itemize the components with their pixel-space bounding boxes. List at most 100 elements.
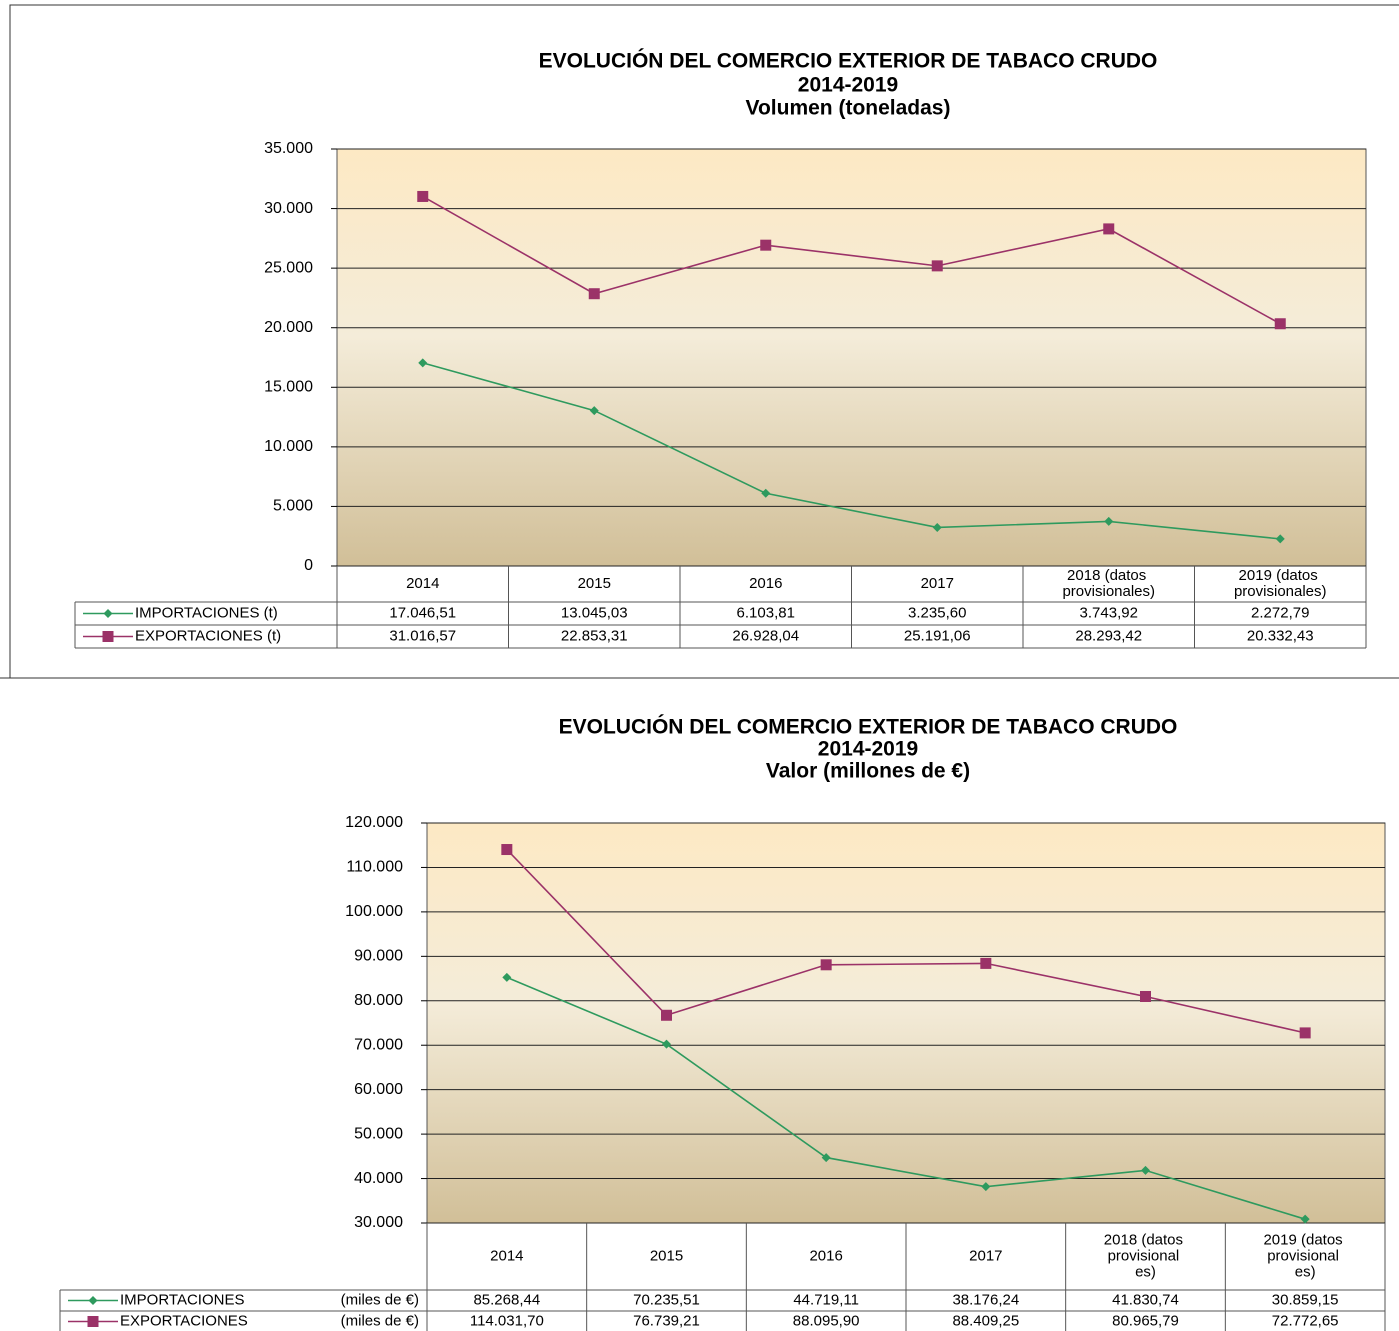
chart-subtitle: 2014-2019: [798, 74, 898, 97]
y-tick-label: 35.000: [264, 140, 313, 157]
point: [1275, 534, 1285, 544]
point: [981, 1182, 991, 1192]
data-label: 2.272,79: [1251, 604, 1309, 621]
x-tick-label: 2016: [749, 575, 782, 592]
x-tick-label: 2016: [809, 1247, 842, 1264]
x-tick-label: 2017: [969, 1247, 1002, 1264]
x-tick-label: 2017: [921, 575, 954, 592]
point: [1274, 318, 1286, 330]
x-tick-label: 2015: [650, 1247, 683, 1264]
data-label: 17.046,51: [389, 604, 456, 621]
x-tick-label: 2018 (datos provisional es): [1104, 1231, 1187, 1280]
point: [931, 260, 943, 272]
point: [662, 1039, 671, 1049]
point: [418, 358, 428, 368]
y-tick-label: 25.000: [264, 259, 313, 276]
data-label: 20.332,43: [1247, 627, 1314, 644]
y-tick-label: 0: [304, 557, 313, 574]
point: [980, 957, 992, 969]
point: [1141, 1165, 1150, 1175]
data-label: 3.235,60: [908, 604, 966, 621]
y-tick-label: 50.000: [354, 1125, 403, 1142]
point: [932, 522, 942, 532]
x-tick-label: 2018 (datos provisionales): [1062, 567, 1155, 600]
data-label: 41.830,74: [1112, 1291, 1179, 1308]
data-label: 28.293,42: [1075, 627, 1142, 644]
chart-title: EVOLUCIÓN DEL COMERCIO EXTERIOR DE TABAC…: [559, 715, 1178, 739]
y-tick-label: 30.000: [264, 200, 313, 217]
series-line: [506, 848, 1306, 1034]
legend-unit: (miles de €): [341, 1312, 419, 1329]
y-tick-label: 70.000: [354, 1036, 403, 1053]
point: [1103, 223, 1115, 235]
point: [589, 406, 599, 416]
data-label: 30.859,15: [1272, 1291, 1339, 1308]
point: [820, 959, 832, 971]
y-tick-label: 120.000: [345, 814, 403, 831]
data-label: 6.103,81: [737, 604, 795, 621]
x-tick-label: 2019 (datos provisionales): [1234, 567, 1327, 600]
x-tick-label: 2014: [490, 1247, 523, 1264]
data-label: 13.045,03: [561, 604, 628, 621]
data-label: 76.739,21: [633, 1312, 700, 1329]
point: [761, 488, 771, 498]
series-line: [506, 976, 1306, 1220]
point: [1300, 1214, 1310, 1224]
x-tick-label: 2019 (datos provisional es): [1263, 1231, 1346, 1280]
point: [417, 190, 429, 202]
plot-area: [336, 148, 1367, 567]
x-tick-label: 2015: [578, 575, 611, 592]
y-tick-label: 5.000: [273, 498, 313, 515]
chart-ylabel: Volumen (toneladas): [746, 97, 951, 120]
point: [1140, 990, 1151, 1002]
point: [588, 288, 600, 300]
data-label: 70.235,51: [633, 1291, 700, 1308]
y-tick-label: 20.000: [264, 319, 313, 336]
legend-marker: [88, 1296, 98, 1305]
series-line: [422, 362, 1281, 540]
data-label: 88.095,90: [793, 1312, 860, 1329]
y-tick-label: 90.000: [354, 948, 403, 965]
y-tick-label: 110.000: [346, 859, 403, 876]
chart-title: EVOLUCIÓN DEL COMERCIO EXTERIOR DE TABAC…: [539, 49, 1158, 73]
chart-ylabel: Valor (millones de €): [766, 760, 970, 783]
data-label: 22.853,31: [561, 627, 628, 644]
data-label: 31.016,57: [389, 627, 456, 644]
y-tick-label: 10.000: [264, 438, 313, 455]
plot-area: [426, 822, 1386, 1224]
point: [760, 239, 772, 251]
legend-marker: [87, 1316, 99, 1327]
legend-label: EXPORTACIONES: [120, 1312, 248, 1329]
point: [501, 844, 513, 856]
point: [1104, 516, 1114, 526]
data-label: 88.409,25: [952, 1312, 1019, 1329]
y-tick-label: 15.000: [264, 379, 313, 396]
x-tick-label: 2014: [406, 575, 439, 592]
chart-subtitle: 2014-2019: [818, 738, 918, 761]
data-label: 38.176,24: [952, 1291, 1019, 1308]
data-label: 44.719,11: [793, 1291, 859, 1308]
legend-marker: [102, 631, 114, 642]
series-line: [422, 195, 1281, 325]
data-label: 26.928,04: [732, 627, 799, 644]
data-label: 114.031,70: [470, 1312, 544, 1329]
y-tick-label: 60.000: [354, 1081, 403, 1098]
data-label: 3.743,92: [1080, 604, 1138, 621]
data-label: 72.772,65: [1272, 1312, 1339, 1329]
point: [661, 1009, 672, 1021]
legend-unit: (miles de €): [341, 1291, 419, 1308]
legend-marker: [103, 609, 113, 618]
y-tick-label: 40.000: [354, 1170, 403, 1187]
legend-label: EXPORTACIONES (t): [135, 627, 281, 644]
point: [821, 1153, 831, 1163]
point: [502, 972, 512, 982]
data-label: 85.268,44: [473, 1291, 540, 1308]
data-label: 80.965,79: [1112, 1312, 1179, 1329]
y-tick-label: 100.000: [345, 903, 403, 920]
data-label: 25.191,06: [904, 627, 971, 644]
point: [1299, 1027, 1311, 1039]
legend-label: IMPORTACIONES: [120, 1291, 244, 1308]
legend-label: IMPORTACIONES (t): [135, 604, 278, 621]
y-tick-label: 30.000: [354, 1214, 403, 1231]
